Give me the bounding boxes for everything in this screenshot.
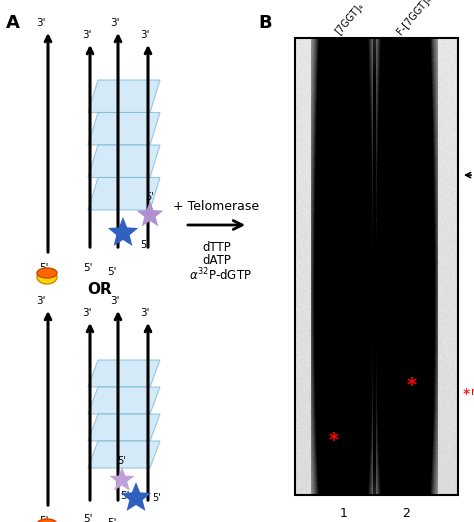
Text: *: * — [407, 376, 417, 395]
Text: [7GGT]₄: [7GGT]₄ — [332, 0, 365, 36]
Text: OR: OR — [88, 282, 112, 298]
Text: A: A — [6, 14, 20, 32]
Text: 5': 5' — [146, 192, 155, 202]
Text: B: B — [258, 14, 272, 32]
Polygon shape — [88, 414, 160, 441]
Polygon shape — [88, 113, 160, 145]
Text: 5': 5' — [39, 516, 49, 522]
Ellipse shape — [37, 270, 57, 284]
Text: 3': 3' — [82, 308, 91, 318]
Text: 3': 3' — [140, 30, 149, 40]
Polygon shape — [109, 467, 134, 491]
Polygon shape — [108, 217, 138, 246]
Ellipse shape — [37, 268, 57, 278]
Text: + Telomerase: + Telomerase — [173, 200, 260, 213]
Text: 5': 5' — [83, 263, 93, 273]
Text: 2: 2 — [402, 507, 410, 520]
Polygon shape — [88, 80, 160, 113]
Text: 5': 5' — [120, 491, 129, 501]
Polygon shape — [88, 145, 160, 177]
Text: 3': 3' — [140, 308, 149, 318]
Polygon shape — [88, 441, 160, 468]
Text: 5': 5' — [39, 263, 49, 273]
Polygon shape — [88, 177, 160, 210]
Polygon shape — [137, 201, 164, 227]
Text: $\ast$n+3: $\ast$n+3 — [461, 385, 474, 397]
Text: F-[7GGT]₄: F-[7GGT]₄ — [394, 0, 432, 36]
Text: 5': 5' — [152, 493, 161, 503]
Text: 5': 5' — [107, 518, 117, 522]
Text: 3': 3' — [110, 18, 119, 28]
Text: 5': 5' — [118, 456, 127, 466]
Text: 3': 3' — [36, 296, 46, 306]
Text: 5': 5' — [120, 232, 129, 242]
Ellipse shape — [37, 519, 57, 522]
Text: 3': 3' — [82, 30, 91, 40]
Text: dATP: dATP — [202, 254, 231, 267]
Text: 5': 5' — [140, 240, 149, 250]
Text: $\alpha^{32}$P-dGTP: $\alpha^{32}$P-dGTP — [189, 267, 252, 283]
Polygon shape — [121, 482, 151, 511]
Text: 3': 3' — [36, 18, 46, 28]
Polygon shape — [88, 387, 160, 414]
Text: 5': 5' — [83, 514, 93, 522]
Text: *: * — [329, 431, 339, 449]
Polygon shape — [88, 360, 160, 387]
Bar — [295, 38, 458, 495]
Text: 3': 3' — [110, 296, 119, 306]
Ellipse shape — [37, 521, 57, 522]
Text: 5': 5' — [107, 267, 117, 277]
Text: dTTP: dTTP — [202, 241, 231, 254]
Text: 1: 1 — [340, 507, 348, 520]
